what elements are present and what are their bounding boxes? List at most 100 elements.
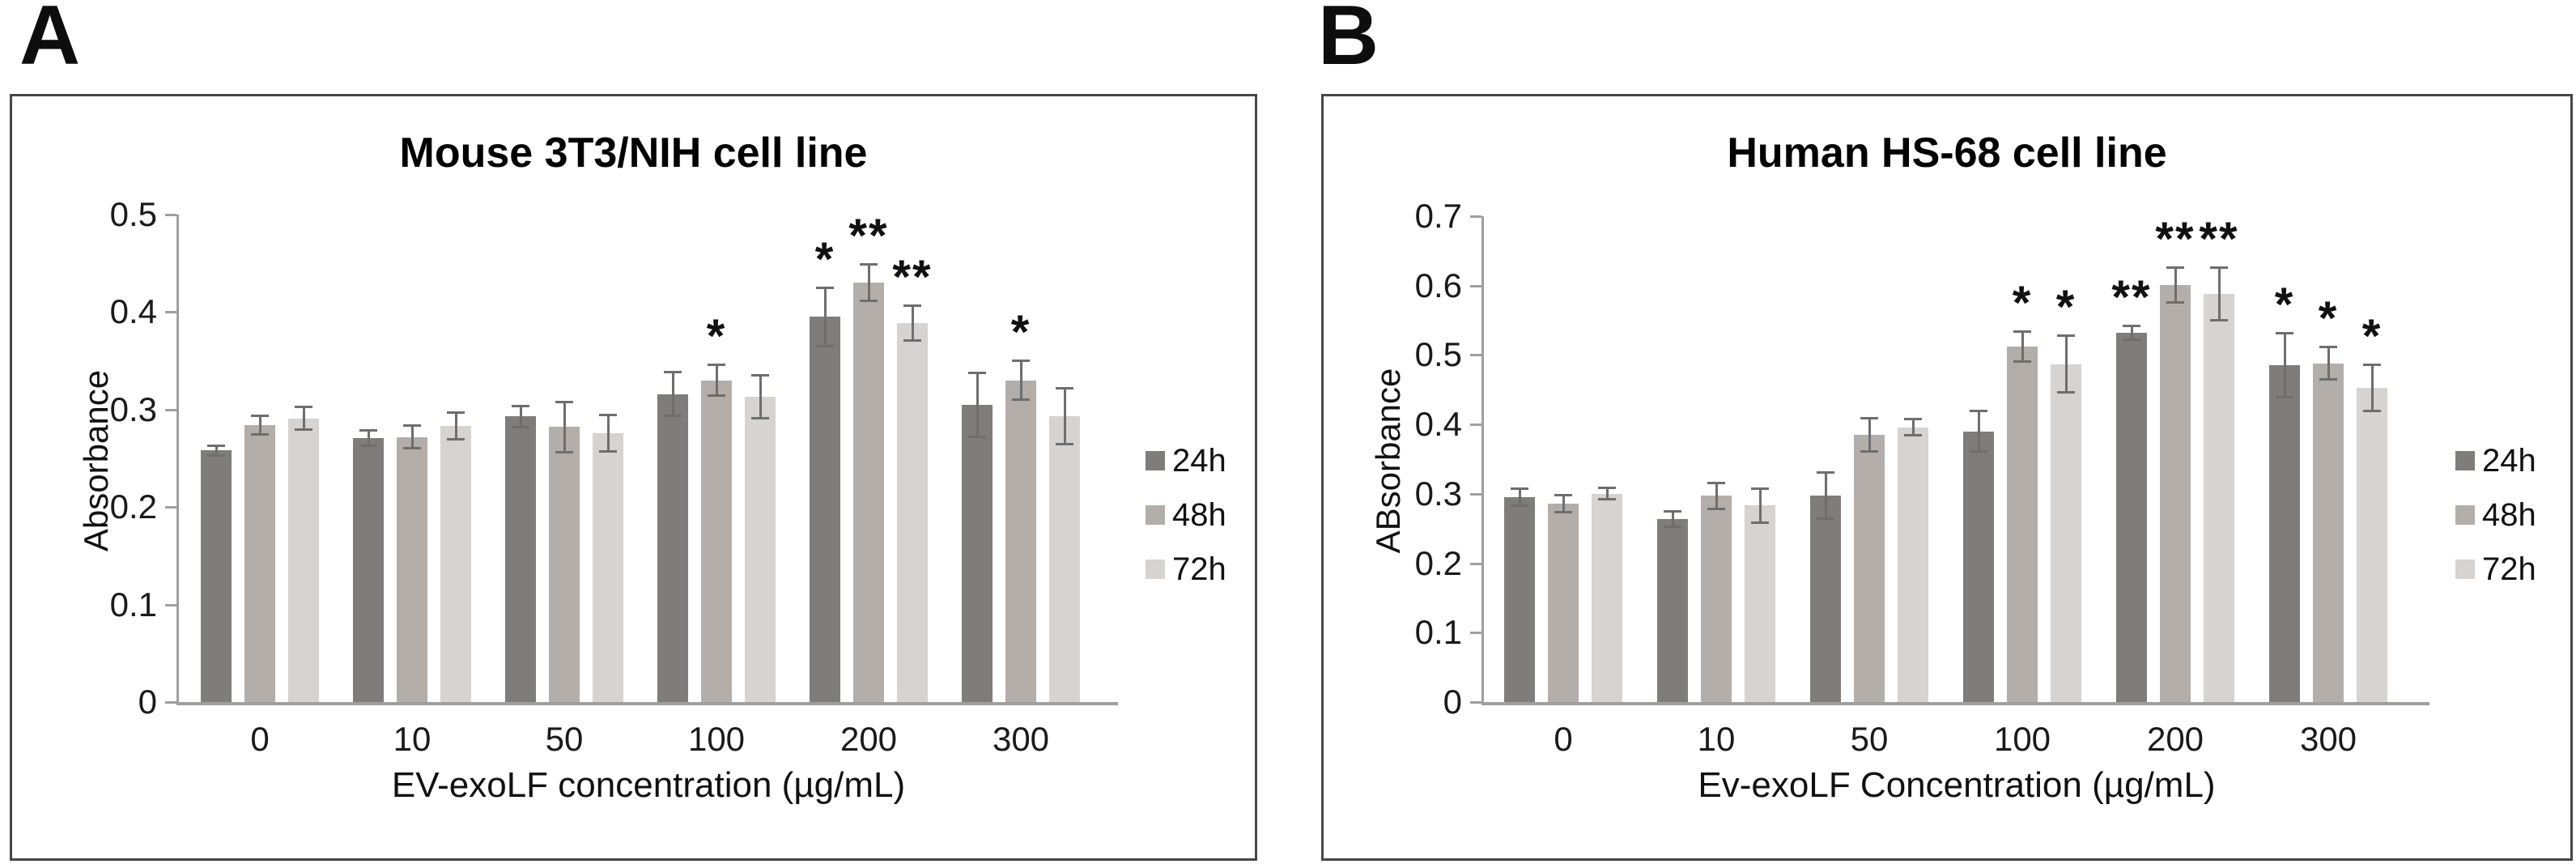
error-bar — [512, 404, 529, 428]
error-bar-cap-top — [2123, 324, 2140, 327]
error-bar-line — [1977, 410, 1980, 453]
bar-24h — [657, 394, 688, 702]
error-bar-cap-top — [2276, 332, 2293, 335]
plot-area-b: 0 0.1 0.2 0.3 0.4 0.5 0.6 0.7 0 10 50 100 * * 200 ** ** *… — [1324, 96, 2570, 858]
error-bar — [447, 411, 465, 441]
error-bar-cap-bottom — [599, 449, 617, 453]
y-tick-mark — [1470, 215, 1481, 218]
chart-title-human: Human HS-68 cell line — [1727, 130, 2167, 177]
significance-marker: ** — [848, 210, 889, 263]
significance-marker: ** — [2111, 270, 2152, 324]
error-bar — [251, 414, 269, 436]
error-bar-line — [2064, 334, 2068, 394]
error-bar-cap-bottom — [903, 338, 921, 342]
y-tick-mark — [165, 506, 176, 509]
panel-a-box: Mouse 3T3/NIH cell line Absorbance 0 0.1 0… — [10, 94, 1257, 861]
error-bar — [1598, 487, 1616, 501]
panel-b-box: Human HS-68 cell line ABsorbance 0 0.1 0.2… — [1321, 94, 2573, 861]
error-bar-cap-top — [1751, 487, 1769, 491]
error-bar-line — [976, 371, 979, 438]
error-bar-cap-bottom — [1664, 525, 1681, 528]
error-bar-line — [1671, 509, 1674, 528]
error-bar — [2363, 363, 2381, 412]
bar-24h — [505, 416, 536, 702]
error-bar — [816, 287, 834, 347]
error-bar — [1817, 471, 1834, 521]
error-bar-cap-bottom — [1707, 507, 1725, 510]
x-category-label: 100 — [687, 720, 746, 758]
error-bar-line — [2130, 324, 2133, 342]
error-bar — [1860, 416, 1878, 453]
significance-marker: * — [2055, 280, 2077, 334]
error-bar — [295, 405, 312, 432]
bar-72h — [2357, 387, 2387, 702]
legend-a: 24h 48h 72h — [1146, 442, 1226, 587]
error-bar-line — [1605, 487, 1609, 501]
error-bar-cap-bottom — [251, 433, 269, 436]
legend-label-24h: 24h — [2482, 442, 2536, 479]
error-bar-cap-bottom — [1511, 504, 1528, 508]
error-bar-cap-top — [1707, 482, 1725, 485]
bar-24h — [201, 450, 232, 702]
error-bar-line — [454, 411, 457, 441]
bar-72h — [288, 418, 319, 702]
error-bar-cap-bottom — [2276, 396, 2293, 399]
error-bar-line — [1758, 487, 1762, 524]
error-bar-cap-bottom — [1970, 450, 1987, 453]
y-tick-mark — [1470, 354, 1481, 357]
error-bar-line — [563, 400, 566, 453]
error-bar-cap-top — [1554, 493, 1572, 496]
x-category-label: 200 — [840, 720, 898, 758]
error-bar-cap-top — [1012, 360, 1030, 363]
error-bar — [1554, 493, 1572, 513]
legend-item-72h: 72h — [1146, 551, 1226, 587]
bar-72h — [440, 426, 471, 702]
legend-label-48h: 48h — [1172, 496, 1226, 533]
legend-swatch-24h — [2455, 451, 2475, 470]
y-tick-label: 0.4 — [109, 292, 157, 331]
error-bar-cap-bottom — [1598, 498, 1616, 501]
y-tick-label: 0 — [1443, 683, 1462, 721]
significance-marker: * — [1010, 306, 1031, 360]
significance-marker: ** — [2155, 212, 2196, 266]
error-bar-line — [302, 405, 305, 432]
y-tick-label: 0.2 — [109, 487, 157, 526]
bar-48h — [1701, 496, 1732, 702]
error-bar-cap-bottom — [2166, 300, 2184, 304]
significance-marker: * — [2361, 309, 2383, 363]
error-bar-line — [1562, 493, 1565, 513]
y-tick-mark — [1470, 632, 1481, 635]
bar-48h — [2007, 347, 2038, 702]
error-bar-line — [715, 364, 718, 398]
error-bar-cap-top — [359, 428, 377, 432]
y-axis-line — [1481, 216, 1484, 704]
legend-item-72h: 72h — [2455, 551, 2536, 587]
y-tick-label: 0.2 — [1414, 543, 1462, 582]
error-bar-line — [215, 445, 218, 457]
error-bar-cap-top — [555, 400, 573, 403]
error-bar-line — [759, 374, 762, 419]
error-bar-cap-top — [403, 423, 421, 427]
error-bar-cap-top — [599, 413, 617, 416]
bar-48h — [853, 283, 884, 702]
error-bar-line — [2021, 330, 2024, 363]
error-bar — [1511, 487, 1528, 508]
error-bar-cap-bottom — [751, 416, 769, 419]
y-tick-mark — [165, 214, 176, 216]
error-bar-line — [1911, 418, 1915, 436]
y-tick-label: 0.3 — [1414, 474, 1462, 513]
y-tick-mark — [1470, 701, 1481, 704]
error-bar-line — [258, 414, 261, 436]
y-tick-label: 0.1 — [1414, 613, 1462, 652]
error-bar — [2276, 332, 2293, 399]
legend-label-24h: 24h — [1172, 442, 1226, 479]
y-tick-mark — [165, 701, 176, 704]
error-bar-cap-bottom — [1860, 450, 1878, 453]
x-category-label: 0 — [1554, 720, 1573, 758]
error-bar — [1707, 482, 1725, 510]
error-bar-cap-bottom — [2123, 338, 2140, 342]
error-bar-cap-top — [295, 405, 312, 408]
error-bar — [1970, 410, 1987, 453]
error-bar-cap-bottom — [708, 394, 725, 398]
